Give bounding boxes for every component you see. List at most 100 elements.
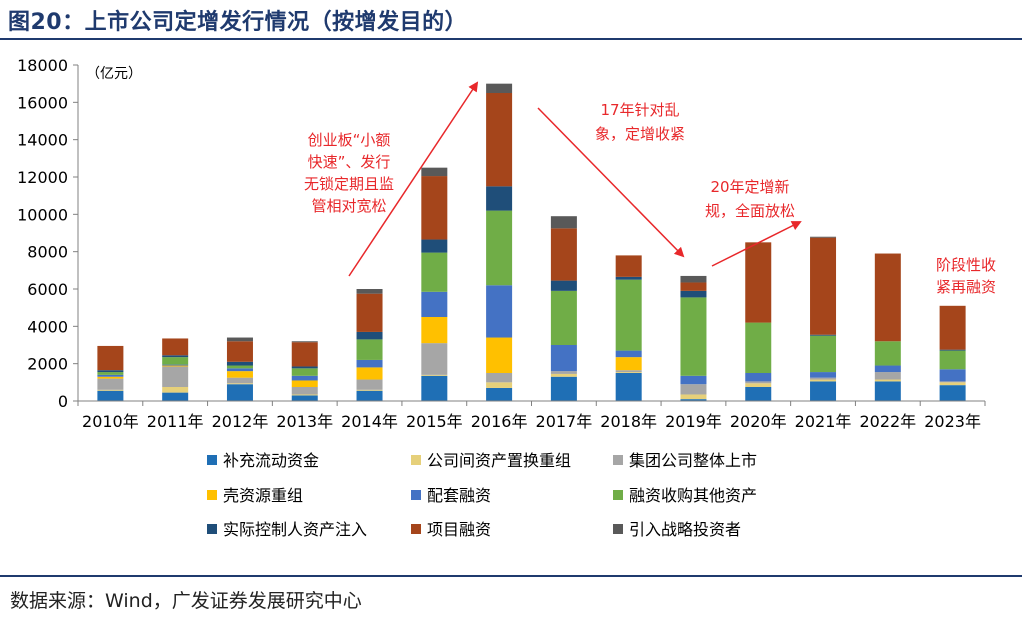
bar-segment [550,345,577,372]
bar-segment [97,389,124,391]
bar-segment [291,395,318,401]
bar-segment [356,390,383,401]
bar-segment [486,337,513,373]
bar-segment [939,369,966,382]
bar-segment [291,341,318,343]
bar-segment [291,387,318,395]
x-tick-label: 2013年 [276,412,333,431]
legend-label: 配套融资 [427,486,491,505]
x-tick-label: 2011年 [147,412,204,431]
bar-segment [615,276,642,280]
bar-segment [486,285,513,338]
legend-swatch [411,524,421,534]
bar-segment [356,379,383,390]
bar-segment [486,387,513,401]
x-tick-label: 2018年 [600,412,657,431]
bar-segment [486,93,513,187]
bar-segment [162,355,189,358]
bar-segment [939,305,966,350]
bar-segment [226,368,253,372]
bar-segment [291,394,318,396]
bar-segment [810,381,837,401]
bar-segment [745,242,772,323]
bar-segment [162,364,189,366]
bar-segment [810,335,837,373]
bar-segment [356,359,383,368]
bar-segment [810,379,837,382]
annotation-text: 象，定增收紧 [595,125,685,143]
y-tick-label: 12000 [17,168,68,187]
trend-arrow [711,221,802,267]
y-tick-label: 10000 [17,205,68,224]
x-tick-label: 2012年 [212,412,269,431]
annotation-text: 阶段性收 [936,256,996,274]
bar-segment [356,293,383,332]
bar-segment [550,290,577,345]
bar-segment [874,341,901,366]
legend-swatch [207,490,217,500]
bar-segment [486,83,513,93]
bar-segment [615,370,642,373]
bar-segment [615,373,642,401]
legend-swatch [411,490,421,500]
bar-segment [939,349,966,351]
y-tick-label: 16000 [17,93,68,112]
bar-segment [680,394,707,400]
bar-segment [680,275,707,283]
bar-segment [162,366,189,387]
x-tick-label: 2014年 [341,412,398,431]
bar-segment [226,384,253,401]
bar-segment [356,331,383,340]
bar-segment [550,280,577,291]
bar-segment [550,376,577,401]
bar-segment [486,210,513,286]
bar-segment [421,167,448,177]
bar-segment [162,365,189,367]
bar-segment [226,371,253,378]
bar-segment [291,380,318,387]
bar-segment [356,339,383,360]
bar-segment [356,289,383,294]
bar-segment [745,387,772,401]
bar-segment [486,186,513,211]
bar-segment [356,367,383,380]
bar-segment [226,361,253,366]
bar-segment [356,389,383,391]
trend-arrow [537,107,685,258]
bar-segment [226,337,253,342]
legend-swatch [411,455,421,465]
bar-segment [97,378,124,390]
bar-segment [421,317,448,344]
legend-label: 集团公司整体上市 [629,451,757,470]
bar-segment [486,382,513,388]
bar-segment [615,357,642,371]
bar-segment [874,253,901,342]
bar-segment [810,372,837,378]
y-tick-label: 0 [58,392,68,411]
bar-segment [939,350,966,370]
bar-segment [486,373,513,383]
legend-label: 公司间资产置换重组 [427,451,571,470]
bar-segment [550,373,577,377]
y-tick-label: 18000 [17,56,68,75]
bar-segment [97,376,124,379]
stacked-bar-chart: 0 2000 4000 6000 8000 10000 12000 14000 16000 180… [17,56,996,539]
bar-segment [680,399,707,401]
legend-label: 融资收购其他资产 [629,486,757,505]
bar-segment [680,297,707,376]
annotation-text: 无锁定期且监 [304,175,394,193]
x-tick-label: 2017年 [536,412,593,431]
annotation-text: 管相对宽松 [311,197,386,215]
x-tick-label: 2020年 [730,412,787,431]
bar-segment [680,282,707,291]
y-tick-label: 8000 [27,243,68,262]
x-tick-label: 2010年 [82,412,139,431]
legend-swatch [207,455,217,465]
bar-segment [421,176,448,240]
annotation-text: 17年针对乱 [600,101,679,119]
bar-segment [97,390,124,401]
bar-segment [421,239,448,253]
x-tick-label: 2015年 [406,412,463,431]
bar-segment [680,290,707,298]
bar-segment [615,255,642,277]
